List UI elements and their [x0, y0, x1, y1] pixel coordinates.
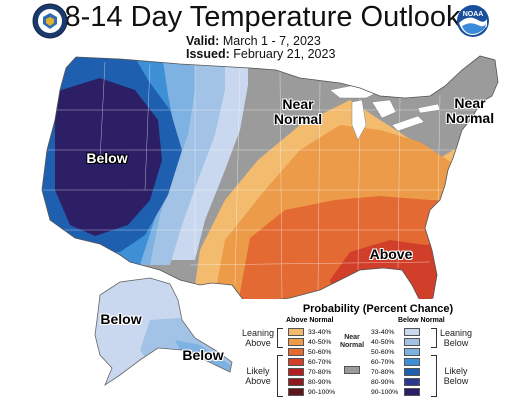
legend-above-swatch — [288, 358, 304, 366]
legend-bracket-leaning-below — [431, 328, 437, 348]
label-near-normal-northeast: Near Normal — [442, 96, 498, 126]
legend-bracket-likely-below — [431, 355, 437, 397]
legend-bracket-leaning-above — [277, 328, 283, 348]
issued-line: Issued: February 21, 2023 — [186, 47, 335, 61]
issued-value: February 21, 2023 — [233, 47, 336, 61]
label-below-west: Below — [86, 150, 128, 166]
legend-likely-above-line2: Above — [245, 376, 271, 386]
legend-above-swatch — [288, 368, 304, 376]
legend-above-swatch — [288, 348, 304, 356]
legend-leaning-below: Leaning Below — [436, 328, 476, 348]
legend-below-range: 90-100% — [371, 388, 399, 396]
legend-below-swatch — [404, 348, 420, 356]
label-near-normal-north-line1: Near — [282, 96, 314, 112]
legend-near-line2: Normal — [339, 342, 365, 349]
legend-leaning-above: Leaning Above — [240, 328, 276, 348]
legend-leaning-below-line2: Below — [443, 338, 469, 348]
legend-title: Probability (Percent Chance) — [302, 303, 454, 315]
legend-near-line1: Near — [344, 334, 360, 341]
legend-below-range: 80-90% — [371, 378, 395, 386]
label-near-normal-north-line2: Normal — [273, 111, 323, 127]
legend-above-range: 70-80% — [308, 368, 332, 376]
doc-seal-icon — [32, 3, 68, 39]
valid-value: March 1 - 7, 2023 — [222, 34, 321, 48]
label-near-normal-northeast-line2: Normal — [445, 110, 495, 126]
label-below-alaska-south: Below — [182, 347, 224, 363]
legend-leaning-above-line2: Above — [245, 338, 271, 348]
legend-leaning-above-line1: Leaning — [241, 328, 275, 338]
label-below-alaska-north: Below — [100, 311, 142, 327]
legend-likely-below: Likely Below — [436, 366, 476, 386]
legend-above-swatch — [288, 378, 304, 386]
legend-above-header: Above Normal — [286, 317, 334, 324]
legend-below-swatch — [404, 378, 420, 386]
legend-above-range: 50-60% — [308, 348, 332, 356]
legend: Probability (Percent Chance) Above Norma… — [238, 299, 525, 405]
legend-leaning-below-line1: Leaning — [439, 328, 473, 338]
noaa-logo-icon: NOAA — [457, 5, 489, 37]
alaska-shading — [95, 278, 232, 385]
valid-label: Valid: — [186, 34, 220, 48]
label-near-normal-north: Near Normal — [268, 97, 328, 127]
legend-near-normal-swatch — [344, 366, 360, 374]
legend-above-range: 60-70% — [308, 358, 332, 366]
valid-line: Valid: March 1 - 7, 2023 — [186, 34, 321, 48]
alaska-outline — [94, 277, 233, 387]
conus-shading — [42, 56, 498, 310]
legend-below-swatch — [404, 338, 420, 346]
legend-below-range: 50-60% — [371, 348, 395, 356]
legend-below-swatch — [404, 368, 420, 376]
legend-likely-above: Likely Above — [240, 366, 276, 386]
legend-above-range: 80-90% — [308, 378, 332, 386]
page-title: 8-14 Day Temperature Outlook — [64, 1, 461, 33]
legend-likely-below-line2: Below — [443, 376, 469, 386]
legend-below-header: Below Normal — [398, 317, 445, 324]
legend-below-range: 40-50% — [371, 338, 395, 346]
legend-above-range: 33-40% — [308, 328, 332, 336]
conus-outline — [41, 55, 499, 311]
label-near-normal-northeast-line1: Near — [454, 95, 486, 111]
legend-above-range: 40-50% — [308, 338, 332, 346]
legend-bracket-likely-above — [277, 355, 283, 397]
legend-below-range: 70-80% — [371, 368, 395, 376]
legend-likely-below-line1: Likely — [444, 366, 468, 376]
svg-text:NOAA: NOAA — [463, 11, 484, 18]
issued-label: Issued: — [186, 47, 230, 61]
label-above-southeast: Above — [369, 246, 413, 262]
legend-below-range: 60-70% — [371, 358, 395, 366]
legend-near-normal-label: Near Normal — [338, 334, 366, 350]
legend-above-swatch — [288, 328, 304, 336]
legend-above-swatch — [288, 388, 304, 396]
legend-below-range: 33-40% — [371, 328, 395, 336]
legend-below-swatch — [404, 388, 420, 396]
legend-above-swatch — [288, 338, 304, 346]
legend-likely-above-line1: Likely — [246, 366, 270, 376]
legend-above-range: 90-100% — [308, 388, 336, 396]
legend-below-swatch — [404, 358, 420, 366]
legend-below-swatch — [404, 328, 420, 336]
